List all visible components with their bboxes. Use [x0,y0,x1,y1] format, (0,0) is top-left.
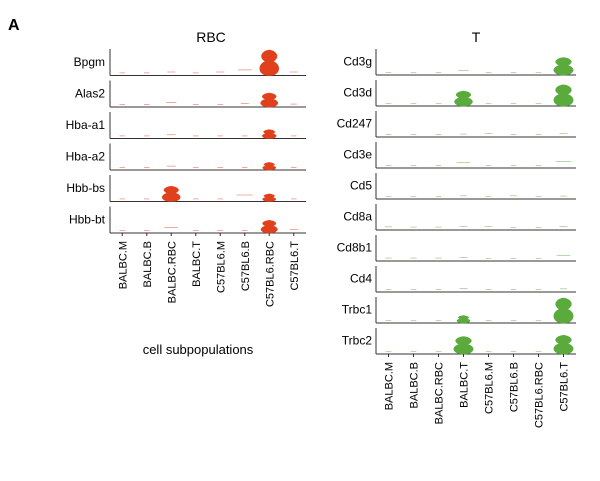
tick-label: C57BL6.T [289,241,301,291]
tick-label: BALBC.M [384,362,396,410]
violin-mark [262,193,277,202]
tick-label: C57BL6.RBC [534,362,546,428]
gene-row: Bpgm [74,49,306,76]
violin-mark [454,90,473,107]
violin-mark [259,49,279,76]
gene-label: Hba-a1 [66,118,106,132]
gene-label: Cd3d [343,86,372,100]
gene-label: Hba-a2 [66,149,106,163]
tick-label: BALBC.RBC [434,362,446,424]
panel-label: A [8,17,20,34]
tick-label: BALBC.RBC [166,241,178,303]
violin-mark [260,219,278,234]
gene-row: Cd3d [343,80,576,107]
violin-mark [456,315,471,324]
gene-row: Cd8b1 [337,235,576,262]
panel-title-t: T [472,29,481,45]
gene-label: Trbc1 [342,303,373,317]
gene-label: Alas2 [75,86,105,100]
violin-panel-rbc: RBC Bpgm Alas2 Hba-a1 Hba-a2 Hbb-bs Hbb-bt BALB… [66,29,306,357]
gene-row: Cd3g [343,49,576,76]
gene-row: Hba-a1 [66,112,306,139]
violin-mark [453,336,474,355]
gene-row: Cd247 [337,111,576,138]
gene-row: Hba-a2 [66,143,306,171]
gene-label: Hbb-bs [66,181,105,195]
violin-mark [262,162,277,171]
gene-row: Cd5 [350,173,576,200]
gene-label: Cd3e [343,148,372,162]
tick-label: BALBC.T [191,241,203,287]
gene-row: Cd3e [343,142,576,169]
tick-label: C57BL6.B [509,362,521,412]
gene-row: Cd8a [343,204,576,231]
violin-mark [262,129,277,139]
gene-label: Cd3g [343,55,372,69]
gene-label: Cd8a [343,210,372,224]
panel-title-rbc: RBC [196,29,226,45]
gene-label: Cd5 [350,179,372,193]
gene-row: Hbb-bs [66,175,306,202]
violin-mark [553,57,574,76]
gene-label: Cd8b1 [337,241,373,255]
violin-mark [162,185,181,202]
tick-label: BALBC.M [117,241,129,289]
gene-row: Trbc1 [342,297,576,324]
gene-label: Cd4 [350,272,372,286]
violin-mark [260,92,279,108]
tick-label: C57BL6.RBC [264,241,276,307]
violin-panel-t: T Cd3g Cd3d Cd247 Cd3e Cd5 Cd8a Cd8b1 Cd4 Trbc1 Tr… [337,29,576,428]
tick-label: C57BL6.M [215,241,227,293]
violin-mark [553,334,574,355]
x-axis-label: cell subpopulations [143,342,254,357]
gene-label: Hbb-bt [69,212,106,226]
gene-row: Hbb-bt [69,206,306,234]
gene-row: Cd4 [350,266,576,293]
tick-label: C57BL6.M [484,362,496,414]
violin-mark [553,84,574,107]
gene-label: Trbc2 [342,334,373,348]
gene-label: Bpgm [74,55,105,69]
tick-label: BALBC.B [142,241,154,287]
gene-row: Trbc2 [342,328,576,355]
tick-label: BALBC.T [459,362,471,408]
tick-label: BALBC.B [409,362,421,408]
gene-label: Cd247 [337,117,373,131]
tick-label: C57BL6.T [559,362,571,412]
gene-row: Alas2 [75,80,306,108]
tick-label: C57BL6.B [240,241,252,291]
violin-mark [553,297,574,324]
